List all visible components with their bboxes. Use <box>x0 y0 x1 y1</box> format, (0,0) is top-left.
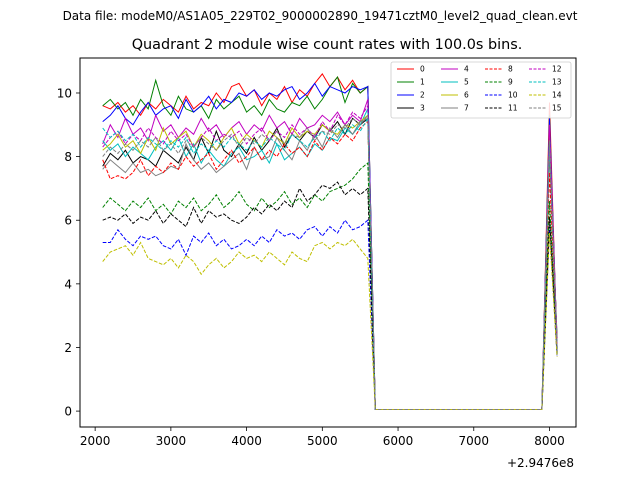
x-tick-label: 5000 <box>307 434 338 448</box>
x-tick-label: 4000 <box>231 434 262 448</box>
y-tick-label: 10 <box>57 86 72 100</box>
series-line-12 <box>102 103 558 410</box>
legend-box <box>390 61 572 119</box>
series-line-9 <box>102 161 558 410</box>
legend-label-11: 11 <box>508 104 518 113</box>
y-tick-label: 6 <box>64 214 72 228</box>
legend-label-1: 1 <box>420 78 425 87</box>
legend-label-14: 14 <box>552 91 562 100</box>
legend-label-9: 9 <box>508 78 513 87</box>
series-line-3 <box>102 117 558 410</box>
x-axis-ticks: 2000 3000 4000 5000 6000 7000 8000 <box>80 427 565 448</box>
series-line-7 <box>102 117 558 410</box>
axes-frame <box>79 57 577 428</box>
series-line-5 <box>102 108 558 410</box>
x-tick-label: 8000 <box>534 434 565 448</box>
legend-label-13: 13 <box>552 78 562 87</box>
y-tick-label: 8 <box>64 150 72 164</box>
series-line-4 <box>102 99 558 410</box>
legend-label-0: 0 <box>420 65 425 74</box>
x-tick-label: 7000 <box>458 434 489 448</box>
legend-label-5: 5 <box>464 78 469 87</box>
legend-label-3: 3 <box>420 104 425 113</box>
series-line-2 <box>102 82 558 410</box>
x-axis-offset-label: +2.9476e8 <box>507 456 574 470</box>
legend-label-4: 4 <box>464 65 469 74</box>
legend-label-2: 2 <box>420 91 425 100</box>
series-line-13 <box>102 116 558 410</box>
legend-label-8: 8 <box>508 65 513 74</box>
y-axis-ticks: 0 2 4 6 8 10 <box>57 86 80 419</box>
y-tick-label: 2 <box>64 341 72 355</box>
x-tick-label: 3000 <box>156 434 187 448</box>
chart-title: Quadrant 2 module wise count rates with … <box>132 37 523 53</box>
series-line-11 <box>102 181 558 410</box>
legend-label-6: 6 <box>464 91 469 100</box>
series-line-15 <box>102 113 558 410</box>
x-tick-label: 2000 <box>80 434 111 448</box>
chart-suptitle: Data file: modeM0/AS1A05_229T02_90000028… <box>63 9 578 23</box>
y-tick-label: 4 <box>64 277 72 291</box>
legend-label-12: 12 <box>552 65 562 74</box>
series-layer <box>102 73 558 410</box>
x-tick-label: 6000 <box>383 434 414 448</box>
series-line-1 <box>102 76 558 410</box>
series-line-6 <box>102 114 558 410</box>
legend-label-10: 10 <box>508 91 518 100</box>
legend-label-15: 15 <box>552 104 562 113</box>
y-tick-label: 0 <box>64 405 72 419</box>
series-line-14 <box>102 232 558 410</box>
series-line-8 <box>102 120 558 410</box>
legend-label-7: 7 <box>464 104 469 113</box>
